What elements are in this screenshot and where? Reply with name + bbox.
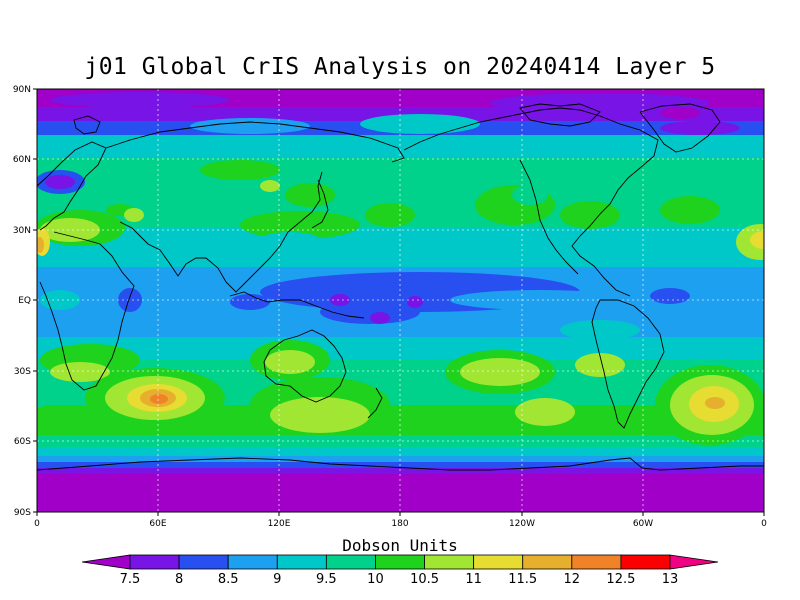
colorbar-high-arrow [669,554,719,570]
lon-label: 180 [391,519,408,529]
colorbar-low-arrow [81,554,131,570]
colorbar-swatch [325,554,376,570]
colorbar-swatch [571,554,622,570]
colorbar-swatch [276,554,327,570]
graticule [37,89,764,512]
longitude-labels: 0 60E 120E 180 120W 60W 0 [34,519,767,529]
lat-label: 90S [14,508,31,518]
map-title: j01 Global CrIS Analysis on 20240414 Lay… [84,54,716,80]
colorbar-swatch [375,554,425,570]
coastlines [37,103,764,471]
lat-label: EQ [18,296,31,306]
axis-ticks [33,88,765,516]
lat-label: 30S [14,367,31,377]
latitude-labels: 90N 60N 30N EQ 30S 60S 90S [13,85,31,518]
colorbar: 7.5 8 8.5 9 9.5 10 10.5 11 11.5 12 12.5 13 [81,554,719,587]
ozone-field [37,89,764,512]
colorbar-swatch [473,554,524,570]
colorbar-level-label: 8 [175,572,183,587]
lon-label: 0 [761,519,767,529]
colorbar-level-label: 9 [273,572,281,587]
colorbar-title: Dobson Units [342,536,458,555]
colorbar-swatch [178,554,229,570]
colorbar-level-label: 9.5 [316,572,337,587]
colorbar-swatch [129,554,180,570]
colorbar-level-label: 11 [465,572,482,587]
lon-label: 120E [268,519,291,529]
lat-label: 60N [13,155,31,165]
colorbar-level-label: 12 [564,572,581,587]
colorbar-level-label: 12.5 [606,572,635,587]
colorbar-level-label: 8.5 [218,572,239,587]
colorbar-level-label: 11.5 [508,572,537,587]
lon-label: 120W [509,519,535,529]
colorbar-swatch [227,554,278,570]
colorbar-swatch [522,554,573,570]
colorbar-level-label: 7.5 [120,572,141,587]
lat-label: 90N [13,85,31,95]
colorbar-level-label: 13 [662,572,679,587]
colorbar-level-label: 10 [367,572,384,587]
colorbar-swatch [620,554,671,570]
lat-label: 30N [13,226,31,236]
lon-label: 0 [34,519,40,529]
colorbar-level-label: 10.5 [410,572,439,587]
colorbar-swatch [424,554,475,570]
lon-label: 60E [149,519,166,529]
lat-label: 60S [14,437,31,447]
lon-label: 60W [633,519,653,529]
